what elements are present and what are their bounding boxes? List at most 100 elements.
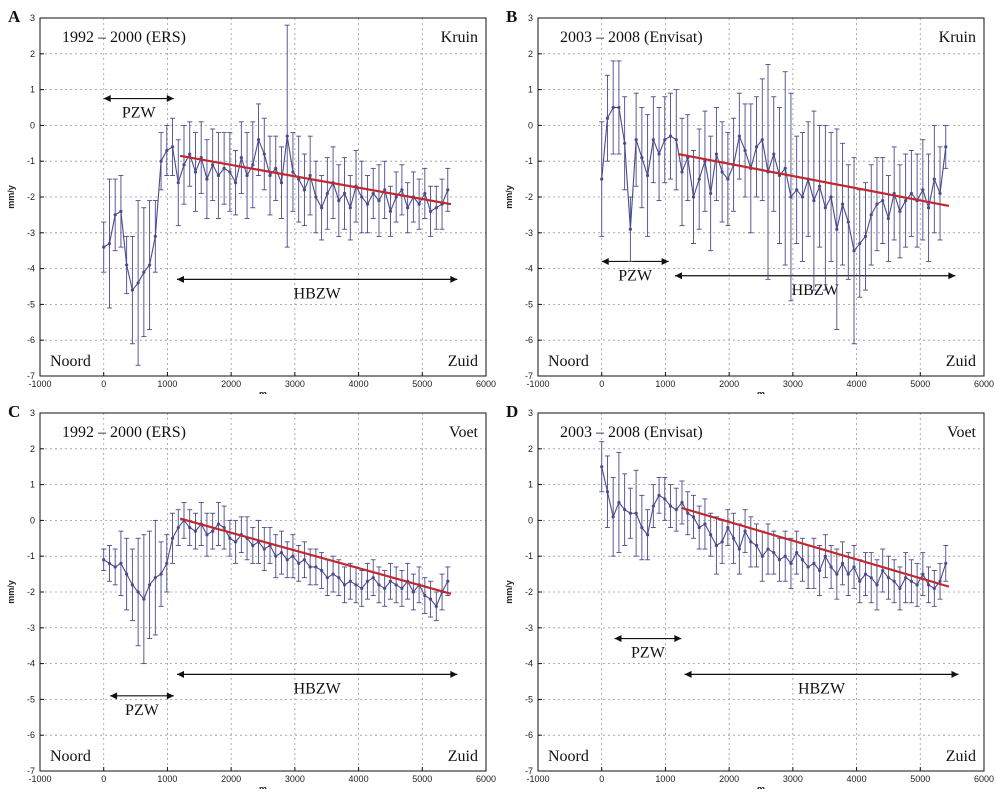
data-point <box>795 188 799 192</box>
data-point <box>726 525 730 530</box>
data-point <box>297 561 301 565</box>
y-tick-label: -2 <box>525 587 533 597</box>
data-point <box>245 173 249 178</box>
x-tick-label: -1000 <box>28 774 51 784</box>
data-point <box>279 551 284 555</box>
data-point <box>852 249 856 253</box>
pzw-label: PZW <box>618 267 653 284</box>
x-tick-label: 3000 <box>285 379 305 389</box>
data-point <box>783 554 787 558</box>
data-point <box>686 511 690 515</box>
y-tick-label: -1 <box>27 551 35 561</box>
pzw-arrow <box>103 95 174 103</box>
chart-panel-d: -1000 0 1000 2000 3000 4000 5000 6000 3 2 1 0 -1 -2 -3… <box>498 395 995 794</box>
data-point <box>325 191 329 196</box>
data-point <box>337 198 341 203</box>
y-tick-label: -3 <box>27 623 35 633</box>
data-point <box>875 202 879 206</box>
data-point <box>829 195 833 199</box>
x-tick-label: 3000 <box>285 774 305 784</box>
data-point <box>605 116 610 120</box>
zuid-label: Zuid <box>946 353 976 370</box>
data-point <box>170 145 175 149</box>
data-point <box>125 572 129 576</box>
pzw-arrow <box>614 635 682 643</box>
y-tick-label: -3 <box>27 228 35 238</box>
data-point <box>314 195 318 199</box>
data-point <box>159 159 163 163</box>
data-point <box>205 533 209 537</box>
y-tick-label: -2 <box>525 192 533 202</box>
data-point <box>818 184 822 188</box>
zuid-label: Zuid <box>946 748 976 765</box>
x-tick-label: 0 <box>599 774 604 784</box>
x-tick-label: 2000 <box>719 379 739 389</box>
y-tick-label: 2 <box>528 49 533 59</box>
x-tick-label: 6000 <box>974 379 994 389</box>
data-point <box>262 152 266 156</box>
data-point <box>251 543 255 548</box>
x-tick-label: 5000 <box>910 774 930 784</box>
pzw-label: PZW <box>122 105 157 122</box>
x-tick-label: 5000 <box>910 379 930 389</box>
zuid-label: Zuid <box>448 748 478 765</box>
y-tick-label: 0 <box>30 120 35 130</box>
pzw-label: PZW <box>125 702 160 719</box>
data-point <box>886 576 891 580</box>
data-point <box>394 583 398 587</box>
data-point <box>869 213 873 217</box>
data-point <box>285 558 289 562</box>
data-point <box>314 565 318 569</box>
y-tick-label: -6 <box>525 335 533 345</box>
data-point <box>113 565 117 569</box>
y-tick-label: 0 <box>528 120 533 130</box>
y-tick-label: 3 <box>528 408 533 418</box>
data-point <box>674 508 678 512</box>
x-axis-label: m <box>757 784 765 789</box>
data-point <box>863 234 868 238</box>
data-point <box>342 191 347 196</box>
data-point <box>142 597 146 601</box>
data-point <box>605 490 610 494</box>
data-point <box>216 173 220 178</box>
data-point <box>691 515 696 519</box>
x-axis-label: m <box>259 784 267 789</box>
data-point <box>274 166 278 170</box>
data-point <box>645 533 650 537</box>
data-point <box>651 504 655 508</box>
data-point <box>881 568 885 573</box>
data-point <box>388 209 393 213</box>
data-point <box>428 597 433 601</box>
panel-letter: C <box>8 402 20 421</box>
data-point <box>886 216 891 221</box>
data-point <box>136 590 140 594</box>
data-point <box>188 152 192 156</box>
data-point <box>256 138 261 142</box>
data-point <box>251 163 255 167</box>
data-point <box>645 173 650 178</box>
data-point <box>119 209 123 213</box>
pzw-arrow <box>110 692 174 700</box>
pzw-arrow <box>601 257 669 265</box>
x-tick-label: -1000 <box>28 379 51 389</box>
data-point <box>651 138 655 142</box>
data-point <box>823 206 827 210</box>
y-tick-label: 0 <box>528 515 533 525</box>
data-point <box>772 152 776 156</box>
data-point <box>611 515 615 519</box>
data-point <box>176 525 180 530</box>
data-point <box>909 579 913 583</box>
x-tick-label: 4000 <box>349 379 369 389</box>
data-point <box>617 500 621 505</box>
data-point <box>921 188 925 192</box>
data-point <box>371 191 375 196</box>
y-tick-label: 3 <box>30 408 35 418</box>
data-point <box>858 579 862 583</box>
x-tick-label: 6000 <box>476 379 496 389</box>
hbzw-label: HBZW <box>798 680 846 697</box>
chart-title: 1992 – 2000 (ERS) <box>62 424 186 441</box>
data-point <box>909 191 913 196</box>
data-point <box>852 565 856 569</box>
data-point <box>383 586 387 591</box>
